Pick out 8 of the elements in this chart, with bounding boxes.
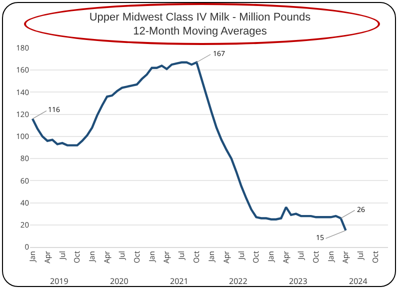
text: 2022 <box>229 276 248 287</box>
chart-title: Upper Midwest Class IV Milk - Million Pounds 12-Month Moving Averages <box>89 11 312 38</box>
text: 2023 <box>289 276 308 287</box>
text: 2020 <box>110 276 129 287</box>
line-series <box>31 61 347 232</box>
text: 2021 <box>170 276 188 287</box>
text: 2024 <box>349 276 368 287</box>
text: 2019 <box>50 276 69 287</box>
